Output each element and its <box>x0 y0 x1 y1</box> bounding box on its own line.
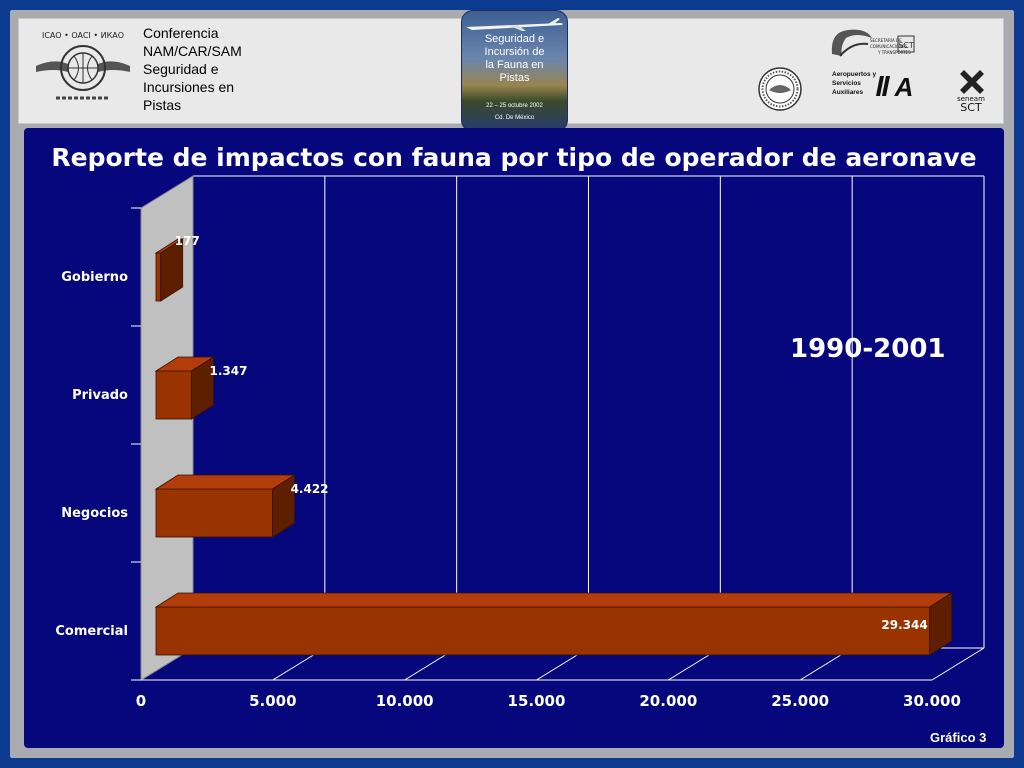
sct-asa-logo: SECRETARÍA DE COMUNICACIONES Y TRANSPORT… <box>831 29 915 100</box>
conference-title: Conferencia NAM/CAR/SAM Seguridad e Incu… <box>143 24 263 114</box>
asa-line: Servicios <box>832 80 861 87</box>
category-label: Comercial <box>55 624 128 639</box>
seneam-logo: seneam SCT <box>957 70 985 112</box>
x-tick-label: 5.000 <box>249 692 296 710</box>
bar-front-negocios <box>155 488 273 538</box>
seneam-symbol-icon <box>960 70 984 94</box>
event-title-line: Seguridad e <box>484 33 545 45</box>
airplane-icon <box>466 18 563 31</box>
value-label: 1.347 <box>210 364 248 378</box>
conference-line: Incursiones en <box>143 79 235 95</box>
bar-side-comercial <box>929 592 953 656</box>
event-title-line: la Fauna en <box>485 59 544 71</box>
aeropuertos-emblem-icon <box>758 67 802 111</box>
conference-line: Conferencia <box>143 25 219 41</box>
sct-line: COMUNICACIONES <box>870 44 908 49</box>
conference-line: Pistas <box>143 97 182 113</box>
category-label: Gobierno <box>61 270 128 285</box>
value-label: 4.422 <box>291 482 329 496</box>
chart-labels: Gobierno 177 Privado 1.347 Negocios 4.422 Come… <box>55 234 961 710</box>
seneam-text: seneam <box>957 95 985 103</box>
category-label: Negocios <box>61 506 128 521</box>
bar-top-comercial <box>154 592 954 608</box>
bar-front-comercial <box>155 606 931 656</box>
bar-front-privado <box>155 370 192 420</box>
seneam-sct: SCT <box>960 101 982 112</box>
period-annotation: 1990-2001 <box>790 334 946 364</box>
value-label: 29.344 <box>881 618 927 632</box>
bar-side-privado <box>191 356 214 420</box>
event-logo: Seguridad e Incursión de la Fauna en Pis… <box>461 10 568 132</box>
value-label: 177 <box>175 234 200 248</box>
asa-line: Aeropuertos y <box>832 71 876 78</box>
x-tick-label: 0 <box>136 692 146 710</box>
sct-line: Y TRANSPORTES <box>877 50 911 55</box>
bar-side-gobierno <box>160 238 184 302</box>
x-tick-label: 30.000 <box>903 692 961 710</box>
gridline-floor <box>931 647 985 681</box>
event-dates: 22 – 25 octubre 2002 <box>486 103 543 109</box>
chart-title: Reporte de impactos con fauna por tipo d… <box>51 143 977 172</box>
x-tick-label: 10.000 <box>376 692 434 710</box>
icao-logo: ICAO • OACI • ИКАО <box>36 31 130 100</box>
x-tick-label: 15.000 <box>508 692 566 710</box>
sct-abbr: SCT <box>898 41 914 50</box>
x-tick-label: 25.000 <box>771 692 829 710</box>
bar-top-negocios <box>154 474 296 490</box>
event-title-line: Pistas <box>499 72 530 84</box>
figure-label: Gráfico 3 <box>930 730 987 745</box>
bar-side-negocios <box>272 474 295 538</box>
category-label: Privado <box>72 388 128 403</box>
event-place: Cd. De México <box>494 115 535 121</box>
conference-line: Seguridad e <box>143 61 219 77</box>
chart-bars <box>154 238 954 656</box>
conference-line: NAM/CAR/SAM <box>143 43 242 59</box>
bar-front-gobierno <box>155 252 162 302</box>
x-tick-label: 20.000 <box>639 692 697 710</box>
event-title: Seguridad e Incursión de la Fauna en Pis… <box>462 33 567 85</box>
event-title-line: Incursión de <box>484 46 545 58</box>
asa-abbr: A <box>894 72 914 100</box>
icao-logo-text: ICAO • OACI • ИКАО <box>42 31 124 40</box>
sct-line: SECRETARÍA DE <box>870 38 902 43</box>
asa-line: Auxiliares <box>832 89 863 96</box>
